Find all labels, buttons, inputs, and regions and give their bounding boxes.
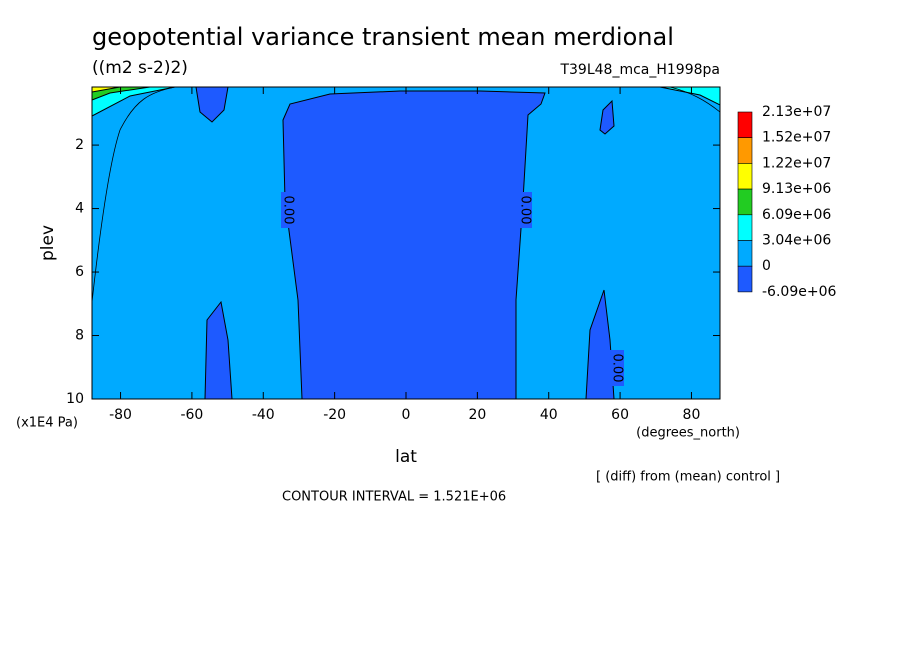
- x-tick-label: 20: [468, 407, 486, 423]
- x-tick-label: 80: [683, 407, 701, 423]
- colorbar-label: 1.52e+07: [762, 130, 831, 146]
- contour-label: 0.00: [610, 354, 625, 383]
- colorbar-box: [737, 137, 753, 164]
- colorbar-box: [737, 163, 753, 190]
- colorbar-label: 1.22e+07: [762, 155, 831, 171]
- run-label: T39L48_mca_H1998pa: [559, 62, 720, 78]
- contour-region: [282, 90, 546, 400]
- y-axis-label: plev: [38, 225, 58, 261]
- colorbar-box: [737, 111, 753, 139]
- contour-label-bg: [281, 192, 295, 228]
- x-tick-label: 40: [540, 407, 558, 423]
- x-axis-unit: (degrees_north): [636, 426, 740, 441]
- contour-line: [91, 86, 176, 303]
- colorbar-box: [737, 265, 753, 293]
- colorbar-label: 3.04e+06: [762, 233, 831, 249]
- contour-region: [599, 99, 615, 135]
- note: [ (diff) from (mean) control ]: [596, 470, 780, 485]
- colorbar-label: 0: [762, 258, 771, 274]
- y-tick-label: 8: [75, 328, 84, 344]
- colorbar-label: 6.09e+06: [762, 207, 831, 223]
- colorbar-box: [737, 214, 753, 241]
- chart-subtitle: ((m2 s-2)2): [92, 58, 188, 78]
- x-tick-label: 60: [611, 407, 629, 423]
- y-tick-label: 2: [75, 137, 84, 153]
- contour-label: 0.00: [518, 196, 533, 225]
- x-tick-label: -60: [180, 407, 203, 423]
- chart-title: geopotential variance transient mean mer…: [92, 23, 674, 51]
- y-tick-label: 10: [66, 391, 84, 407]
- colorbar-box: [737, 188, 753, 216]
- contour-label-bg: [610, 350, 624, 386]
- contour-interval: CONTOUR INTERVAL = 1.521E+06: [282, 490, 506, 505]
- x-axis-label: lat: [395, 447, 417, 467]
- colorbar-label: -6.09e+06: [762, 284, 836, 300]
- contour-label-bg: [518, 192, 532, 228]
- y-axis-unit: (x1E4 Pa): [16, 416, 78, 431]
- x-tick-label: 0: [402, 407, 411, 423]
- colorbar-box: [737, 240, 753, 267]
- colorbar-label: 9.13e+06: [762, 181, 831, 197]
- colorbar-label: 2.13e+07: [762, 104, 831, 120]
- x-tick-label: -80: [109, 407, 132, 423]
- y-tick-label: 6: [75, 264, 84, 280]
- x-tick-label: -20: [323, 407, 346, 423]
- contour-line: [669, 86, 721, 113]
- x-tick-label: -40: [252, 407, 275, 423]
- contour-label: 0.00: [281, 196, 296, 225]
- y-tick-label: 4: [75, 201, 84, 217]
